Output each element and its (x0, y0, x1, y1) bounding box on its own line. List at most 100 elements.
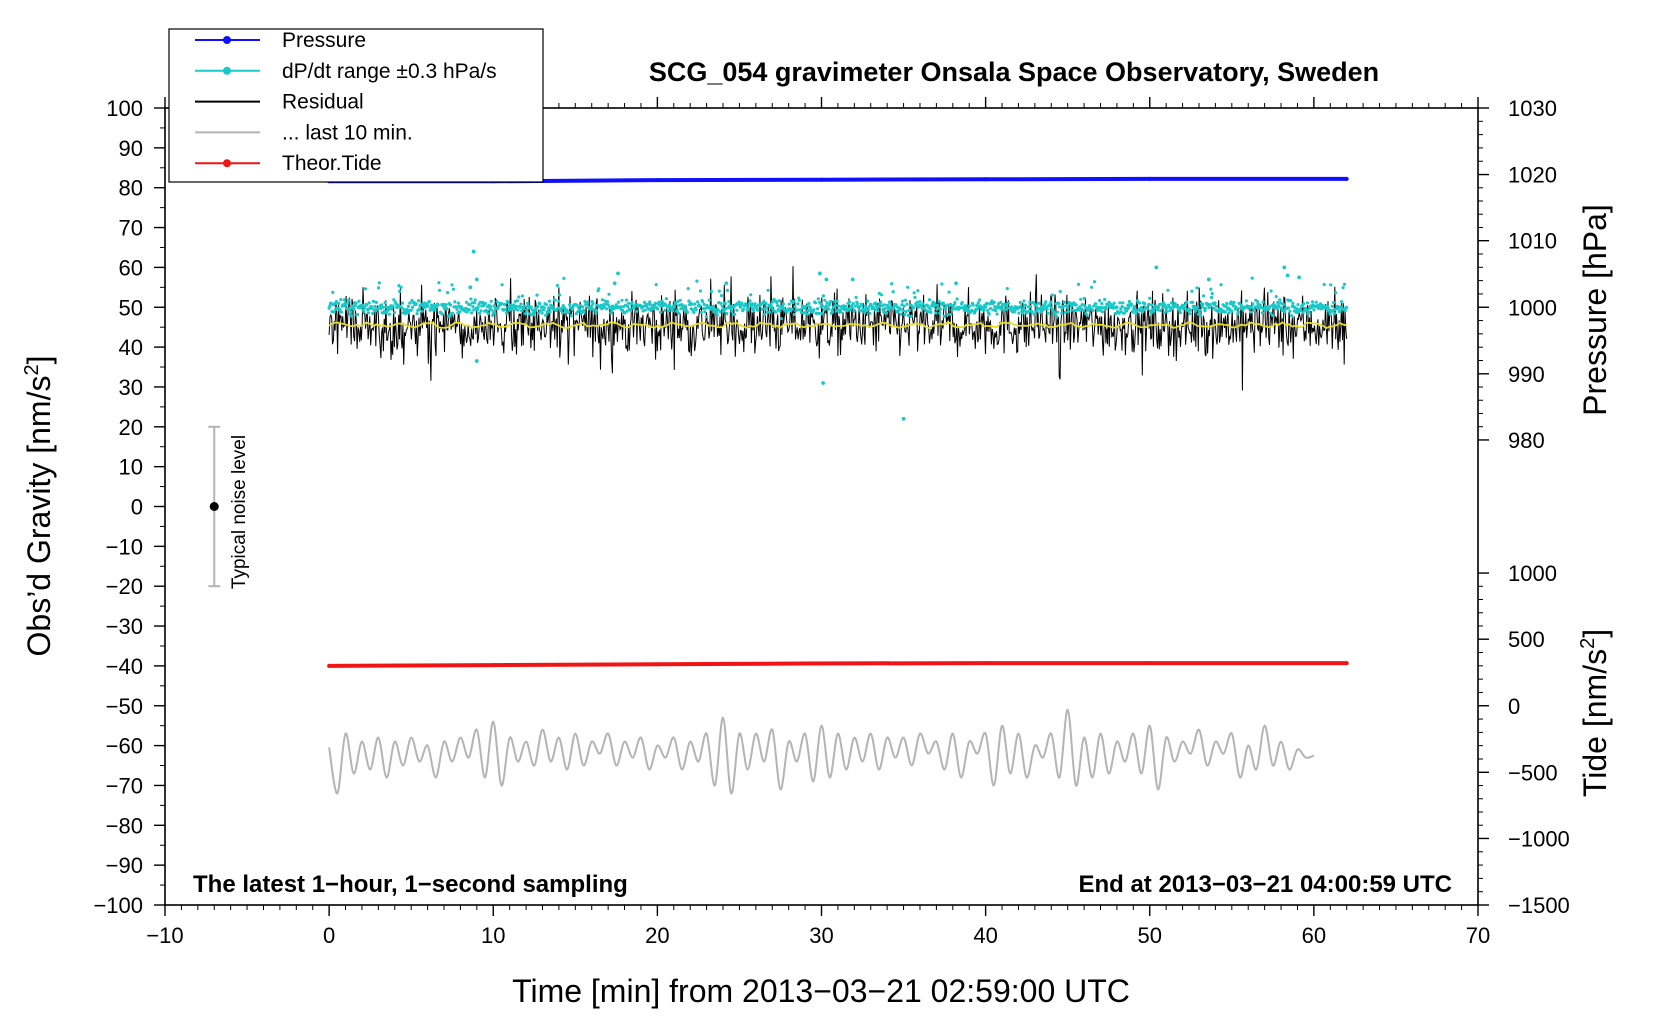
dpdt-point (363, 287, 368, 291)
dpdt-point (851, 302, 855, 306)
dpdt-point (873, 308, 877, 312)
dpdt-outlier-point (901, 416, 906, 421)
tide-tick-label: −1000 (1508, 826, 1570, 851)
dpdt-point (777, 299, 781, 303)
dpdt-point (715, 313, 719, 317)
legend-marker (223, 66, 231, 75)
dpdt-point (371, 311, 375, 315)
dpdt-point (1134, 312, 1138, 316)
dpdt-point (1058, 289, 1062, 294)
pressure-axis-label: Pressure [hPa] (1577, 204, 1613, 416)
dpdt-point (374, 300, 378, 304)
dpdt-point (437, 281, 441, 285)
dpdt-point (347, 306, 352, 311)
x-tick-label: 10 (481, 923, 505, 948)
dpdt-point (1195, 286, 1199, 290)
dpdt-point (1098, 308, 1102, 312)
dpdt-point (704, 315, 709, 319)
dpdt-point (1127, 306, 1131, 310)
dpdt-outlier-point (1154, 265, 1159, 270)
dpdt-point (654, 283, 658, 287)
dpdt-point (774, 310, 778, 314)
dpdt-point (695, 279, 699, 283)
dpdt-point (1122, 311, 1126, 315)
dpdt-point (1188, 308, 1192, 312)
dpdt-point (1310, 300, 1315, 304)
tide-tick-label: 500 (1508, 627, 1545, 652)
dpdt-point (1083, 304, 1087, 308)
pressure-tick-label: 1030 (1508, 96, 1557, 121)
chart-title: SCG_054 gravimeter Onsala Space Observat… (649, 57, 1379, 87)
dpdt-point (918, 300, 922, 304)
dpdt-point (606, 303, 610, 307)
dpdt-point (807, 301, 811, 306)
dpdt-point (361, 303, 365, 307)
dpdt-point (609, 311, 613, 315)
dpdt-point (765, 306, 769, 310)
legend-label: ... last 10 min. (282, 121, 413, 144)
dpdt-point (853, 308, 857, 312)
tide-point (491, 663, 496, 668)
dpdt-point (862, 308, 866, 312)
dpdt-point (882, 303, 887, 307)
dpdt-point (1094, 302, 1098, 306)
dpdt-outlier-point (724, 281, 729, 286)
dpdt-point (879, 293, 884, 297)
legend-label: Residual (282, 91, 364, 114)
dpdt-point (1082, 296, 1086, 301)
end-time-annotation: End at 2013−03−21 04:00:59 UTC (1078, 871, 1452, 898)
dpdt-point (1244, 299, 1248, 303)
dpdt-point (529, 305, 533, 309)
dpdt-point (1275, 306, 1279, 311)
y-tick-label: 0 (131, 495, 143, 520)
dpdt-point (1201, 302, 1205, 306)
dpdt-point (927, 298, 932, 302)
x-tick-label: −10 (146, 923, 183, 948)
dpdt-point (805, 304, 809, 308)
tide-axis-label: Tide [nm/s2] (1577, 629, 1613, 797)
dpdt-point (1028, 300, 1032, 304)
dpdt-point (1225, 301, 1229, 306)
dpdt-point (467, 308, 471, 312)
dpdt-point (371, 299, 376, 303)
legend-marker (223, 159, 231, 168)
dpdt-point (367, 301, 371, 305)
dpdt-point (354, 301, 358, 305)
dpdt-point (903, 313, 907, 317)
dpdt-point (1066, 309, 1070, 314)
dpdt-point (1042, 307, 1046, 311)
dpdt-point (723, 302, 727, 306)
y-tick-label: −70 (106, 773, 143, 798)
dpdt-point (686, 287, 690, 291)
dpdt-point (1249, 310, 1253, 314)
dpdt-point (1156, 305, 1160, 310)
dpdt-point (1213, 301, 1217, 305)
dpdt-point (1057, 301, 1061, 305)
dpdt-point (835, 299, 839, 303)
dpdt-point (1034, 303, 1038, 307)
dpdt-point (1055, 315, 1059, 319)
pressure-point (655, 178, 660, 183)
dpdt-point (748, 299, 752, 303)
dpdt-point (675, 308, 679, 312)
noise-level-label: Typical noise level (229, 435, 250, 589)
dpdt-point (1203, 309, 1207, 313)
dpdt-point (624, 298, 629, 302)
dpdt-point (1191, 300, 1195, 304)
y-tick-label: 10 (119, 455, 143, 480)
dpdt-point (1049, 300, 1053, 304)
dpdt-point (663, 308, 667, 312)
dpdt-point (837, 304, 841, 308)
dpdt-point (1201, 294, 1206, 298)
dpdt-point (571, 307, 575, 311)
dpdt-point (473, 298, 477, 302)
dpdt-outlier-point (850, 277, 855, 282)
dpdt-point (1103, 297, 1107, 302)
dpdt-point (1328, 312, 1332, 316)
dpdt-point (829, 299, 833, 303)
dpdt-point (503, 303, 507, 307)
dpdt-point (1126, 303, 1130, 307)
dpdt-point (925, 303, 929, 307)
dpdt-point (709, 289, 714, 293)
dpdt-point (630, 300, 634, 304)
